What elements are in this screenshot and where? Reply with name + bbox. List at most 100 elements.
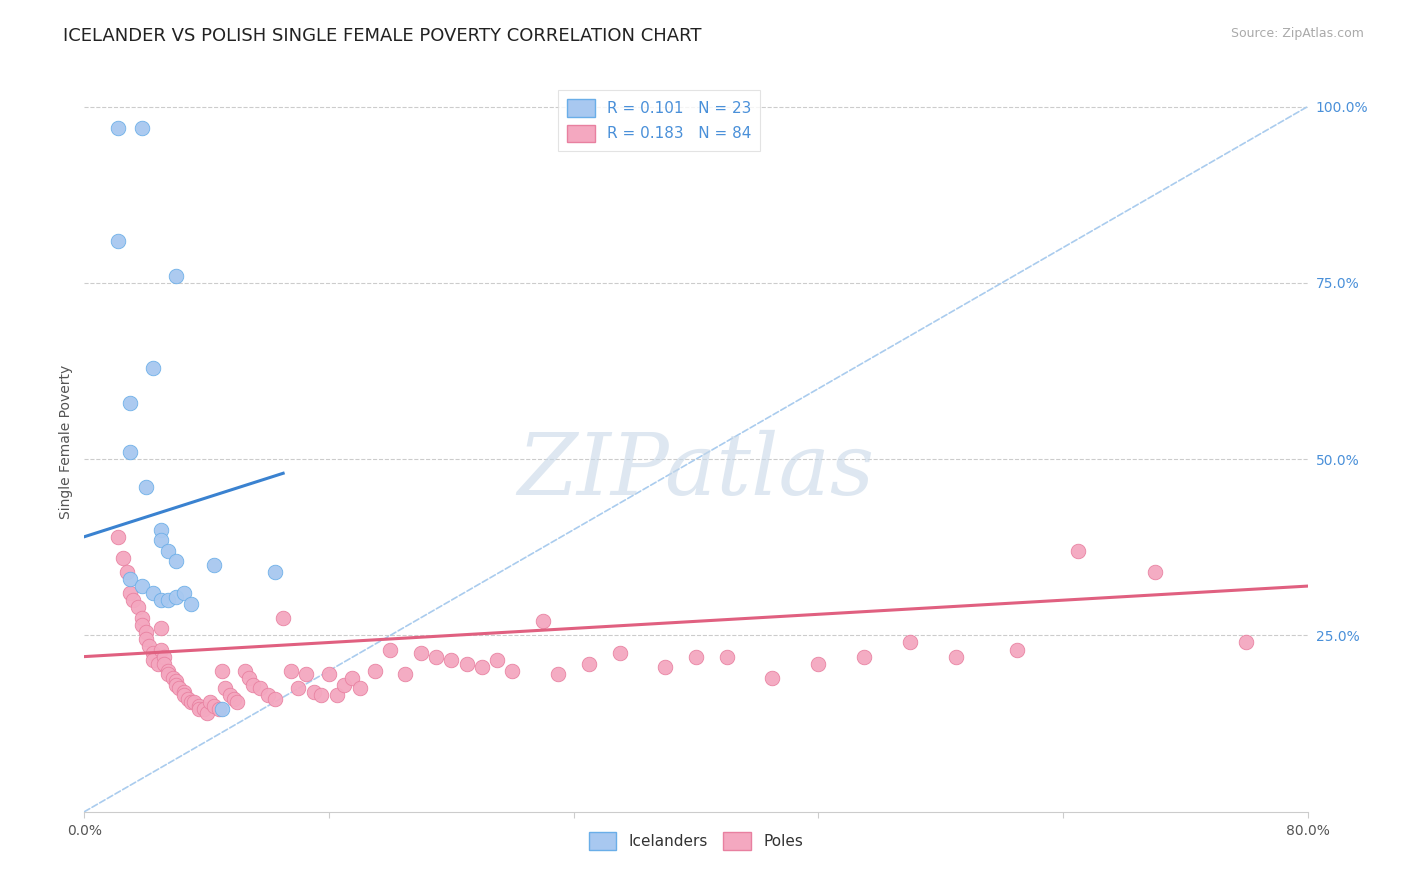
- Point: [208, 702, 231, 716]
- Point: [157, 667, 180, 681]
- Point: [302, 685, 325, 699]
- Point: [257, 689, 280, 703]
- Point: [142, 653, 165, 667]
- Point: [107, 234, 129, 248]
- Point: [218, 689, 240, 703]
- Point: [340, 671, 363, 685]
- Point: [146, 657, 169, 671]
- Point: [609, 646, 631, 660]
- Point: [149, 621, 172, 635]
- Y-axis label: Single Female Poverty: Single Female Poverty: [59, 365, 73, 518]
- Point: [120, 396, 142, 410]
- Point: [135, 624, 157, 639]
- Point: [945, 649, 967, 664]
- Point: [131, 611, 153, 625]
- Point: [364, 664, 387, 678]
- Point: [425, 649, 447, 664]
- Point: [295, 667, 318, 681]
- Point: [807, 657, 830, 671]
- Point: [578, 657, 600, 671]
- Point: [111, 550, 134, 565]
- Point: [153, 657, 176, 671]
- Point: [394, 667, 416, 681]
- Point: [242, 678, 264, 692]
- Point: [131, 120, 153, 135]
- Point: [249, 681, 271, 696]
- Point: [142, 586, 165, 600]
- Point: [898, 635, 921, 649]
- Point: [131, 579, 153, 593]
- Point: [157, 593, 180, 607]
- Point: [180, 695, 202, 709]
- Point: [135, 632, 157, 646]
- Point: [107, 530, 129, 544]
- Point: [188, 698, 211, 713]
- Point: [195, 706, 218, 720]
- Point: [333, 678, 356, 692]
- Point: [349, 681, 371, 696]
- Point: [153, 649, 176, 664]
- Point: [188, 702, 211, 716]
- Text: Source: ZipAtlas.com: Source: ZipAtlas.com: [1230, 27, 1364, 40]
- Point: [149, 523, 172, 537]
- Point: [264, 565, 287, 579]
- Point: [198, 695, 221, 709]
- Point: [131, 618, 153, 632]
- Point: [456, 657, 478, 671]
- Point: [149, 533, 172, 548]
- Point: [177, 692, 200, 706]
- Point: [120, 572, 142, 586]
- Point: [211, 664, 233, 678]
- Point: [264, 692, 287, 706]
- Point: [115, 565, 138, 579]
- Point: [157, 664, 180, 678]
- Point: [226, 695, 249, 709]
- Point: [280, 664, 302, 678]
- Point: [165, 678, 187, 692]
- Point: [325, 689, 347, 703]
- Point: [531, 615, 554, 629]
- Point: [233, 664, 256, 678]
- Point: [142, 360, 165, 375]
- Point: [193, 702, 215, 716]
- Point: [162, 671, 184, 685]
- Point: [165, 554, 187, 568]
- Point: [238, 671, 260, 685]
- Point: [440, 653, 463, 667]
- Point: [165, 590, 187, 604]
- Point: [149, 593, 172, 607]
- Point: [380, 642, 402, 657]
- Point: [135, 480, 157, 494]
- Point: [224, 692, 246, 706]
- Point: [138, 639, 160, 653]
- Point: [165, 674, 187, 689]
- Point: [311, 689, 333, 703]
- Point: [120, 586, 142, 600]
- Point: [202, 558, 225, 572]
- Point: [142, 646, 165, 660]
- Point: [127, 600, 149, 615]
- Point: [1236, 635, 1258, 649]
- Point: [1067, 544, 1090, 558]
- Point: [502, 664, 524, 678]
- Point: [1005, 642, 1028, 657]
- Text: ZIPatlas: ZIPatlas: [517, 430, 875, 513]
- Point: [107, 120, 129, 135]
- Point: [471, 660, 494, 674]
- Point: [853, 649, 876, 664]
- Legend: Icelanders, Poles: Icelanders, Poles: [583, 826, 808, 856]
- Point: [157, 544, 180, 558]
- Point: [761, 671, 783, 685]
- Point: [165, 268, 187, 283]
- Point: [716, 649, 738, 664]
- Point: [173, 689, 195, 703]
- Point: [214, 681, 236, 696]
- Point: [654, 660, 676, 674]
- Point: [486, 653, 509, 667]
- Point: [183, 695, 205, 709]
- Point: [211, 702, 233, 716]
- Point: [1143, 565, 1166, 579]
- Point: [149, 642, 172, 657]
- Point: [287, 681, 309, 696]
- Point: [120, 445, 142, 459]
